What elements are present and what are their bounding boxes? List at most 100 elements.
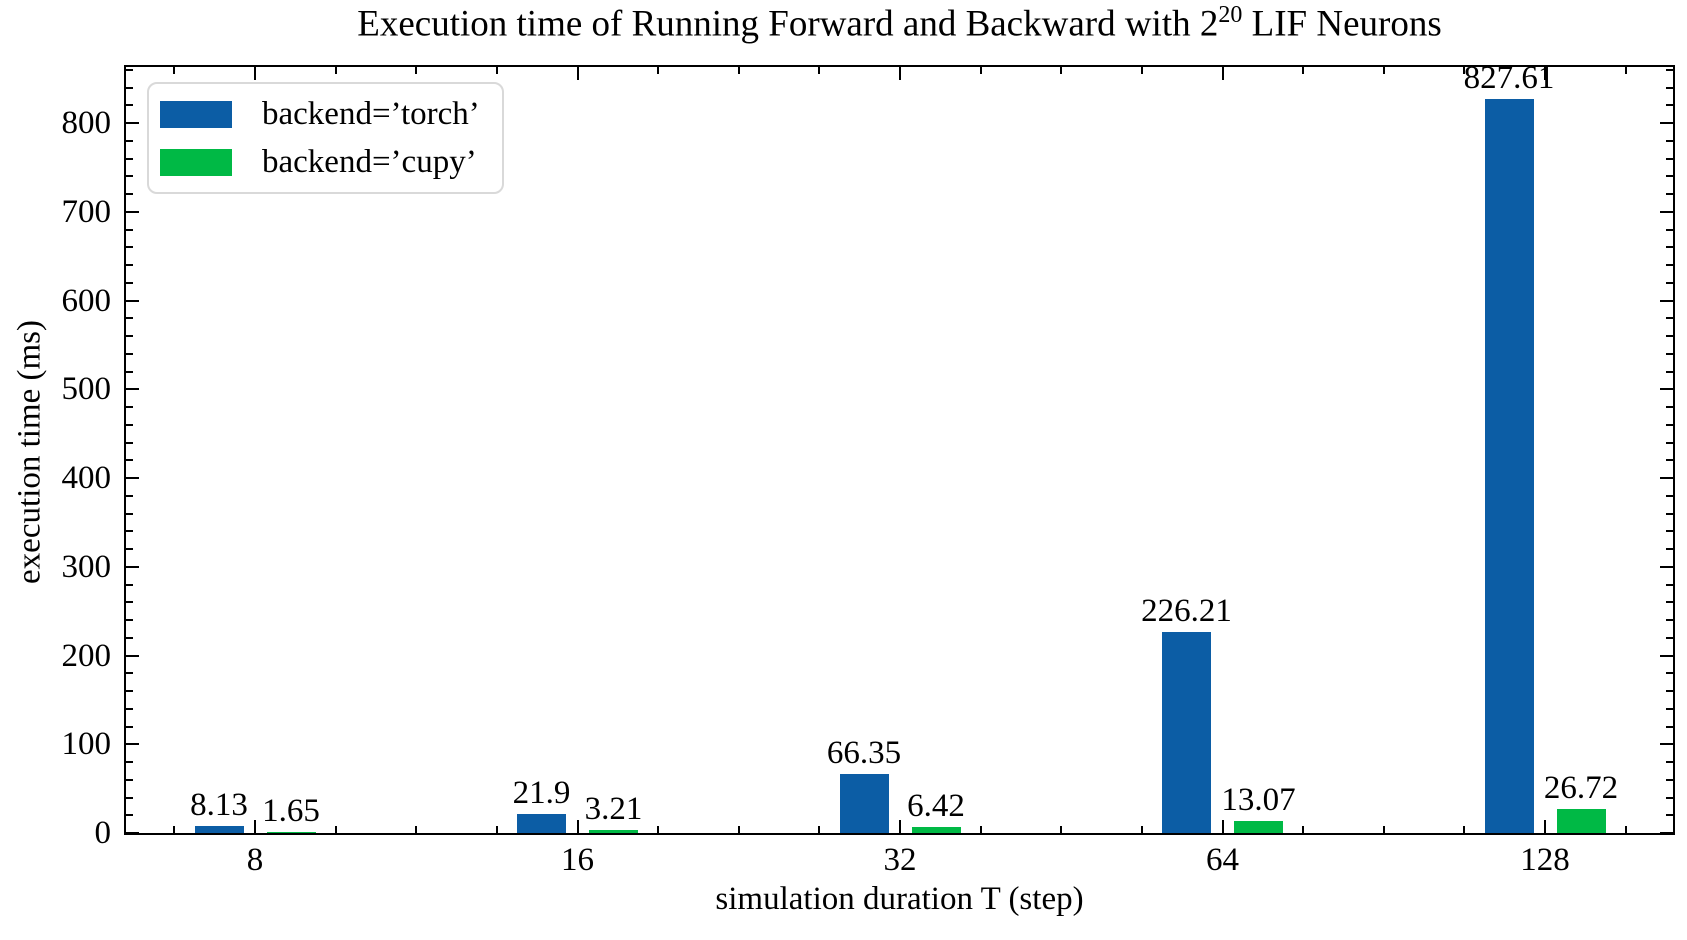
y-tick-mark (1666, 494, 1673, 497)
y-tick-mark (1660, 122, 1673, 124)
plot-area: backend=’torch’ backend=’cupy’ 0 100 200 30… (62, 60, 1675, 878)
x-tick-mark (657, 67, 660, 74)
y-tick-mark (126, 494, 133, 497)
bar (194, 825, 244, 833)
x-tick-mark (1140, 826, 1143, 833)
y-tick-mark (126, 743, 139, 746)
bar-value-label: 6.42 (907, 788, 965, 825)
x-tick-mark (334, 826, 337, 833)
y-tick-label: 200 (61, 637, 112, 674)
y-tick-mark (1666, 459, 1673, 462)
y-tick-mark (1666, 281, 1673, 284)
y-tick-mark (1666, 175, 1673, 178)
x-tick-mark (1544, 67, 1546, 80)
y-tick-label: 800 (61, 105, 112, 141)
y-tick-mark (126, 122, 139, 124)
x-tick-mark (334, 67, 337, 74)
y-tick-mark (1660, 388, 1673, 391)
y-tick-mark (1660, 210, 1673, 213)
y-tick-mark (126, 512, 133, 515)
x-tick-mark (1302, 826, 1305, 833)
x-tick-mark (1624, 826, 1627, 833)
bar-value-label: 8.13 (190, 786, 248, 823)
bar-value-label: 1.65 (262, 792, 320, 829)
y-tick-mark (1666, 264, 1673, 266)
chart-title-exponent: 20 (1218, 2, 1243, 28)
y-tick-mark (1666, 761, 1673, 763)
x-tick-mark (1544, 820, 1546, 833)
bar-value-label: 13.07 (1221, 782, 1296, 819)
x-tick-mark (1221, 820, 1224, 833)
y-tick-mark (126, 193, 133, 195)
y-tick-label: 100 (61, 726, 112, 763)
y-tick-mark (126, 406, 133, 408)
y-tick-mark (126, 246, 133, 249)
y-tick-mark (126, 778, 133, 781)
x-tick-mark (1302, 67, 1305, 74)
bar (1162, 632, 1211, 833)
y-tick-mark (1660, 565, 1673, 568)
legend-label-torch: backend=’torch’ (262, 96, 480, 132)
x-tick-mark (254, 820, 256, 833)
y-tick-mark (1666, 548, 1673, 550)
y-tick-mark (126, 654, 139, 657)
y-tick-mark (1666, 583, 1673, 586)
y-tick-mark (1666, 317, 1673, 320)
y-tick-mark (126, 388, 139, 391)
y-tick-mark (1666, 193, 1673, 195)
x-tick-mark (576, 820, 579, 833)
x-tick-mark (737, 826, 740, 833)
y-tick-mark (1666, 335, 1673, 337)
y-tick-mark (126, 548, 133, 550)
y-tick-mark (126, 672, 133, 675)
y-tick-mark (126, 175, 133, 178)
y-tick-mark (1660, 832, 1673, 834)
y-tick-mark (126, 601, 133, 604)
bar (839, 774, 889, 833)
x-tick-mark (415, 67, 418, 74)
bar (589, 830, 638, 833)
y-tick-mark (1666, 778, 1673, 781)
bar-value-label: 827.61 (1463, 59, 1555, 96)
y-tick-mark (1660, 477, 1673, 479)
y-tick-mark (1666, 246, 1673, 249)
y-tick-label: 300 (61, 548, 112, 585)
y-tick-mark (126, 565, 139, 568)
y-tick-mark (126, 86, 133, 89)
x-tick-mark (899, 67, 901, 80)
bar (266, 831, 316, 833)
y-tick-mark (1666, 157, 1673, 160)
y-tick-mark (126, 477, 139, 479)
y-tick-mark (126, 707, 133, 710)
torch-color-swatch (160, 100, 232, 128)
y-tick-mark (126, 636, 133, 639)
x-tick-mark (173, 67, 176, 74)
y-tick-mark (1660, 299, 1673, 302)
chart-title: Execution time of Running Forward and Ba… (124, 2, 1675, 45)
y-tick-mark (1666, 601, 1673, 604)
y-tick-mark (126, 210, 139, 213)
y-tick-mark (126, 139, 133, 142)
x-tick-mark (1382, 826, 1385, 833)
bar (1556, 809, 1606, 833)
x-tick-label: 128 (1520, 842, 1570, 878)
y-tick-mark (1666, 441, 1673, 444)
bar (1484, 98, 1534, 833)
x-tick-mark (1060, 67, 1063, 74)
y-tick-mark (126, 335, 133, 337)
y-tick-mark (1666, 228, 1673, 231)
legend-label-cupy: backend=’cupy’ (262, 144, 477, 180)
y-tick-mark (126, 317, 133, 320)
x-tick-mark (1060, 826, 1063, 833)
y-tick-mark (1660, 743, 1673, 746)
y-tick-mark (126, 619, 133, 621)
x-tick-mark (415, 826, 418, 833)
x-tick-mark (1382, 67, 1385, 74)
y-tick-mark (126, 228, 133, 231)
x-tick-label: 64 (1206, 842, 1239, 878)
bar-value-label: 226.21 (1141, 593, 1232, 630)
x-axis-label: simulation duration T (step) (715, 881, 1084, 917)
y-tick-mark (1666, 725, 1673, 728)
y-tick-mark (126, 370, 133, 373)
